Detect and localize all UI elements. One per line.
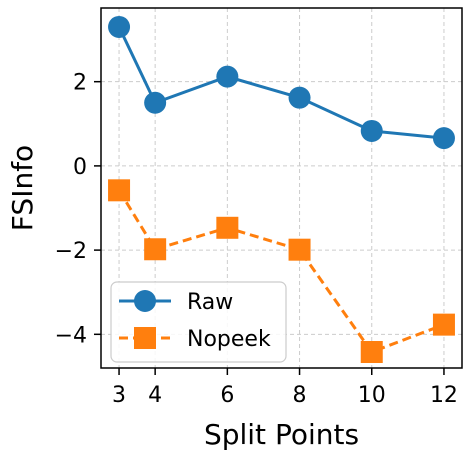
nopeek-data-point [288, 238, 311, 261]
x-tick-label: 8 [293, 383, 307, 408]
nopeek-data-point [432, 313, 455, 336]
x-axis-title: Split Points [204, 418, 359, 451]
raw-data-point [216, 65, 239, 88]
plot-frame [100, 7, 463, 369]
axes: 3 4 6 8 10 12 −4 −2 0 2 [55, 71, 458, 408]
legend: Raw Nopeek [110, 281, 287, 363]
y-axis-title: FSInfo [6, 145, 39, 231]
raw-data-point [144, 91, 167, 114]
legend-label-nopeek: Nopeek [187, 327, 271, 352]
raw-data-point [288, 86, 311, 109]
x-tick-label: 4 [148, 383, 162, 408]
legend-marker-nopeek [134, 327, 156, 349]
nopeek-data-point [216, 216, 239, 239]
series-layer [108, 15, 455, 363]
legend-label-raw: Raw [187, 290, 233, 315]
y-tick-label: 2 [73, 71, 87, 96]
x-tick-label: 6 [220, 383, 234, 408]
y-tick-label: 0 [73, 155, 87, 180]
nopeek-data-point [360, 341, 383, 363]
raw-data-point [360, 119, 383, 142]
raw-series-line [117, 26, 445, 140]
nopeek-data-point [144, 238, 167, 261]
legend-marker-raw [134, 290, 156, 312]
raw-data-point [432, 127, 455, 150]
y-tick-label: −2 [55, 239, 87, 264]
x-tick-label: 3 [112, 383, 126, 408]
x-tick-label: 12 [430, 383, 458, 408]
x-tick-label: 10 [358, 383, 386, 408]
raw-data-point [108, 15, 131, 38]
y-tick-label: −4 [55, 323, 87, 348]
nopeek-data-point [108, 179, 131, 202]
